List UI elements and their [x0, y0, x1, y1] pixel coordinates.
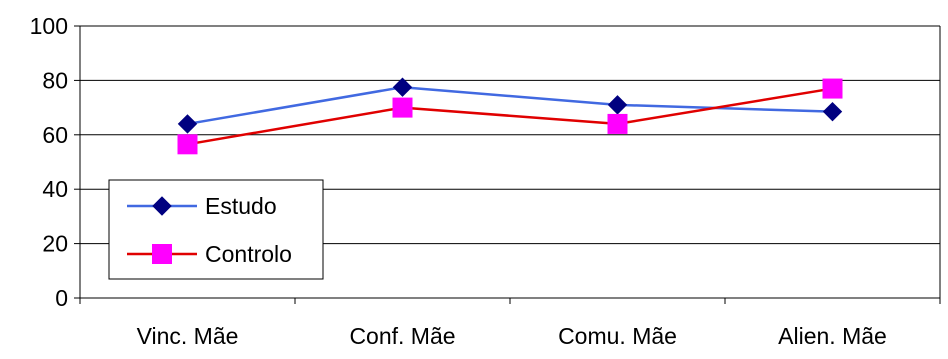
x-tick-label: Conf. Mãe — [349, 323, 455, 349]
x-tick-label: Vinc. Mãe — [137, 323, 239, 349]
series-line-controlo — [187, 87, 833, 146]
legend-swatch-marker — [152, 196, 172, 216]
y-tick-label: 100 — [30, 13, 68, 39]
data-point-controlo — [392, 97, 413, 118]
series-lines — [187, 85, 833, 146]
data-point-estudo — [607, 95, 628, 115]
y-tick-label: 20 — [42, 231, 68, 257]
legend: Estudo Controlo — [108, 179, 324, 280]
x-tick-label: Alien. Mãe — [778, 323, 887, 349]
y-tick-label: 0 — [55, 285, 68, 311]
data-point-estudo — [177, 114, 198, 134]
y-tick-label: 80 — [42, 67, 68, 93]
data-point-estudo — [392, 77, 413, 97]
data-point-controlo — [177, 134, 198, 155]
data-point-estudo — [822, 101, 843, 122]
axes: 0 20 40 60 80 100 Vinc. Mãe Conf. Mãe Comu. Mãe A… — [30, 13, 941, 349]
series-line-estudo — [187, 85, 833, 126]
data-point-controlo — [607, 113, 628, 134]
x-tick-label: Comu. Mãe — [558, 323, 677, 349]
legend-label-controlo: Controlo — [205, 241, 292, 267]
data-point-controlo — [822, 78, 843, 99]
legend-box — [108, 179, 324, 280]
y-tick-label: 60 — [42, 122, 68, 148]
y-tick-label: 40 — [42, 176, 68, 202]
legend-swatch-marker — [152, 244, 172, 264]
legend-label-estudo: Estudo — [205, 193, 277, 219]
series-markers — [177, 77, 843, 155]
